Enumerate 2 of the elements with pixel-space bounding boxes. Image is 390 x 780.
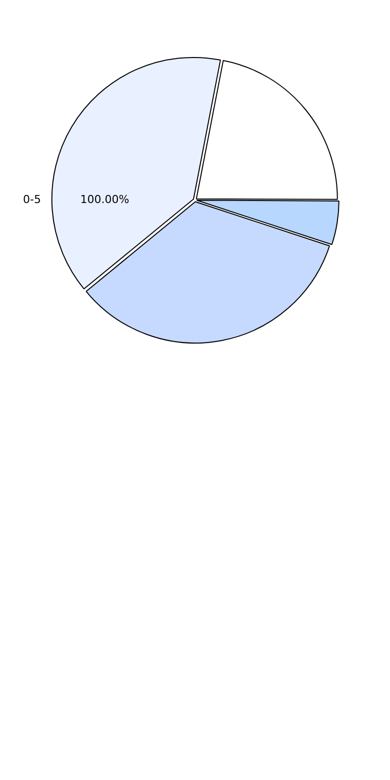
slice-label: 0-5 [23, 192, 41, 206]
text: 100.00% [80, 192, 130, 206]
